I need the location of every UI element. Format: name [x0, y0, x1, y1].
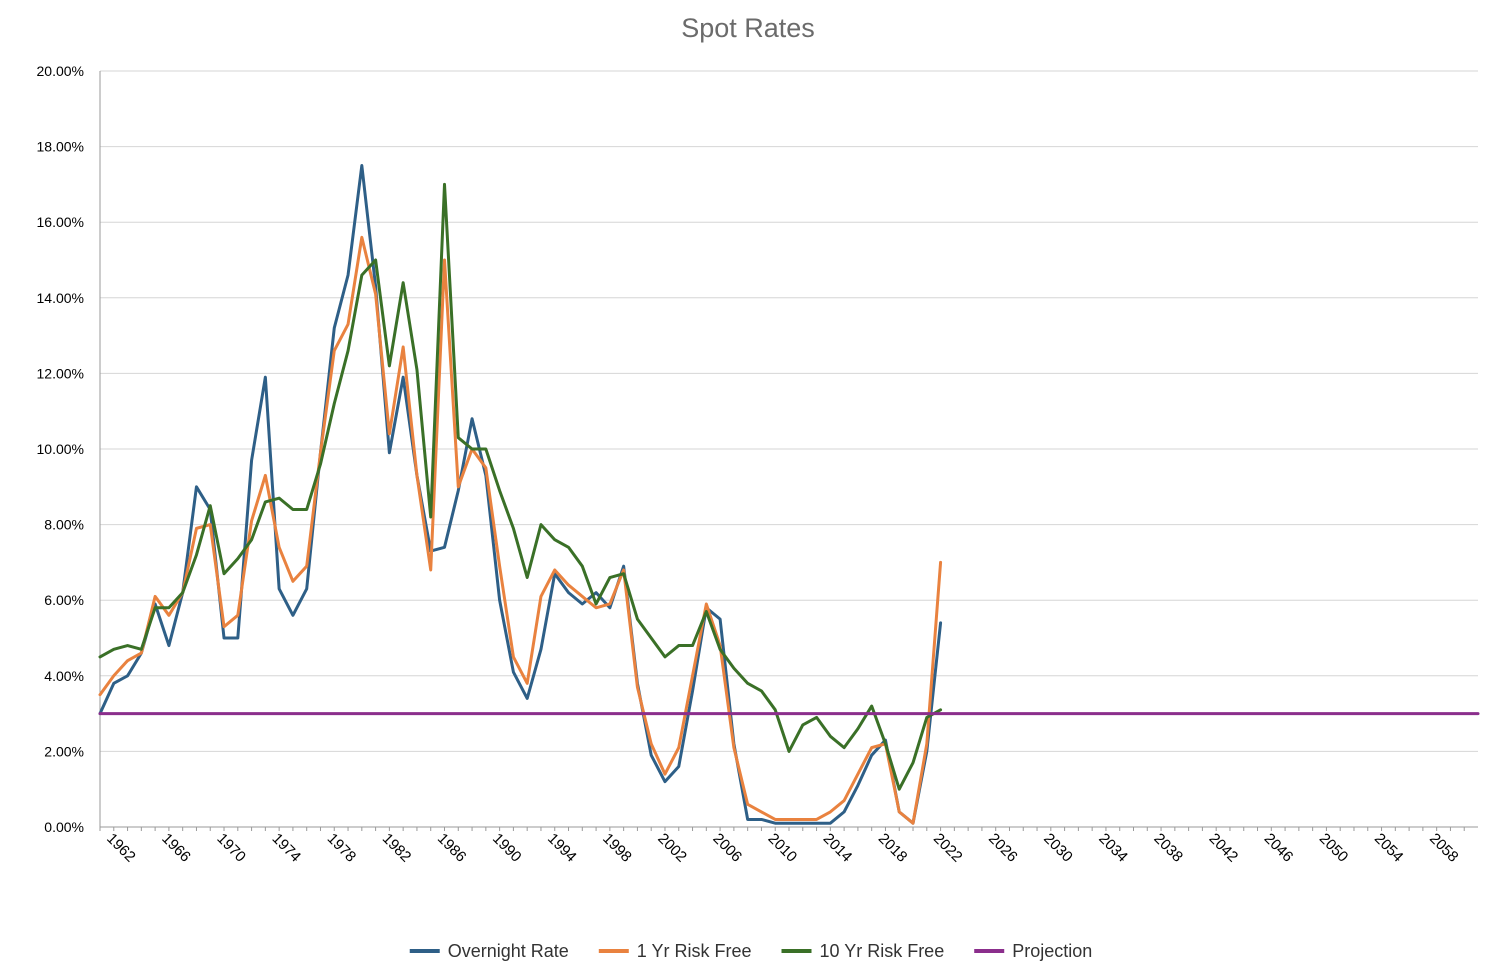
y-tick-label: 8.00% [44, 517, 84, 533]
x-tick-label: 2006 [709, 830, 745, 866]
x-tick-label: 2054 [1371, 830, 1407, 866]
y-tick-label: 12.00% [37, 365, 84, 381]
x-tick-label: 2026 [985, 830, 1021, 866]
x-axis-tick-labels: 1962 1966 1970 1974 1978 1982 1986 1990 1994 1998… [103, 830, 1462, 866]
y-tick-label: 2.00% [44, 743, 84, 759]
x-tick-label: 1978 [324, 830, 360, 866]
x-tick-label: 1974 [269, 830, 305, 866]
x-tick-label: 1970 [213, 830, 249, 866]
gridlines [100, 70, 1478, 752]
legend-label: 1 Yr Risk Free [637, 941, 752, 961]
x-tick-label: 2018 [875, 830, 911, 866]
y-tick-label: 0.00% [44, 819, 84, 835]
series-line-10-yr-risk-free [98, 182, 943, 791]
legend-label: 10 Yr Risk Free [820, 941, 945, 961]
x-tick-label: 2010 [765, 830, 801, 866]
x-tick-label: 1986 [434, 830, 470, 866]
y-tick-label: 20.00% [37, 63, 84, 79]
series-lines [98, 164, 1480, 825]
x-tick-label: 1994 [544, 830, 580, 866]
x-tick-label: 2022 [930, 830, 966, 866]
y-tick-label: 18.00% [37, 139, 84, 155]
legend-label: Overnight Rate [448, 941, 569, 961]
x-tick-label: 2034 [1095, 830, 1131, 866]
legend-item-1-yr-risk-free[interactable]: 1 Yr Risk Free [598, 941, 752, 961]
chart-title: Spot Rates [681, 13, 815, 43]
y-tick-label: 6.00% [44, 592, 84, 608]
legend-item-10-yr-risk-free[interactable]: 10 Yr Risk Free [781, 941, 945, 961]
legend-item-projection[interactable]: Projection [974, 941, 1092, 961]
y-tick-label: 4.00% [44, 668, 84, 684]
series-line-1-yr-risk-free [98, 235, 943, 825]
legend[interactable]: Overnight Rate 1 Yr Risk Free 10 Yr Risk F… [409, 941, 1093, 961]
x-tick-label: 2002 [654, 830, 690, 866]
x-tick-label: 2042 [1206, 830, 1242, 866]
x-tick-label: 2050 [1316, 830, 1352, 866]
x-tick-label: 1966 [158, 830, 194, 866]
x-tick-label: 1962 [103, 830, 139, 866]
series-line-overnight-rate [98, 164, 943, 825]
y-tick-label: 14.00% [37, 290, 84, 306]
x-tick-label: 1998 [599, 830, 635, 866]
x-tick-label: 2046 [1261, 830, 1297, 866]
x-tick-label: 2038 [1150, 830, 1186, 866]
legend-item-overnight-rate[interactable]: Overnight Rate [409, 941, 569, 961]
y-tick-label: 16.00% [37, 214, 84, 230]
y-tick-label: 10.00% [37, 441, 84, 457]
x-tick-label: 1982 [379, 830, 415, 866]
x-tick-label: 1990 [489, 830, 525, 866]
x-tick-label: 2014 [820, 830, 856, 866]
axes [99, 71, 1478, 831]
legend-label: Projection [1012, 941, 1092, 961]
x-tick-label: 2058 [1426, 830, 1462, 866]
y-axis-tick-labels: 0.00% 2.00% 4.00% 6.00% 8.00% 10.00% 12.00% 14.… [37, 63, 84, 835]
x-tick-label: 2030 [1040, 830, 1076, 866]
